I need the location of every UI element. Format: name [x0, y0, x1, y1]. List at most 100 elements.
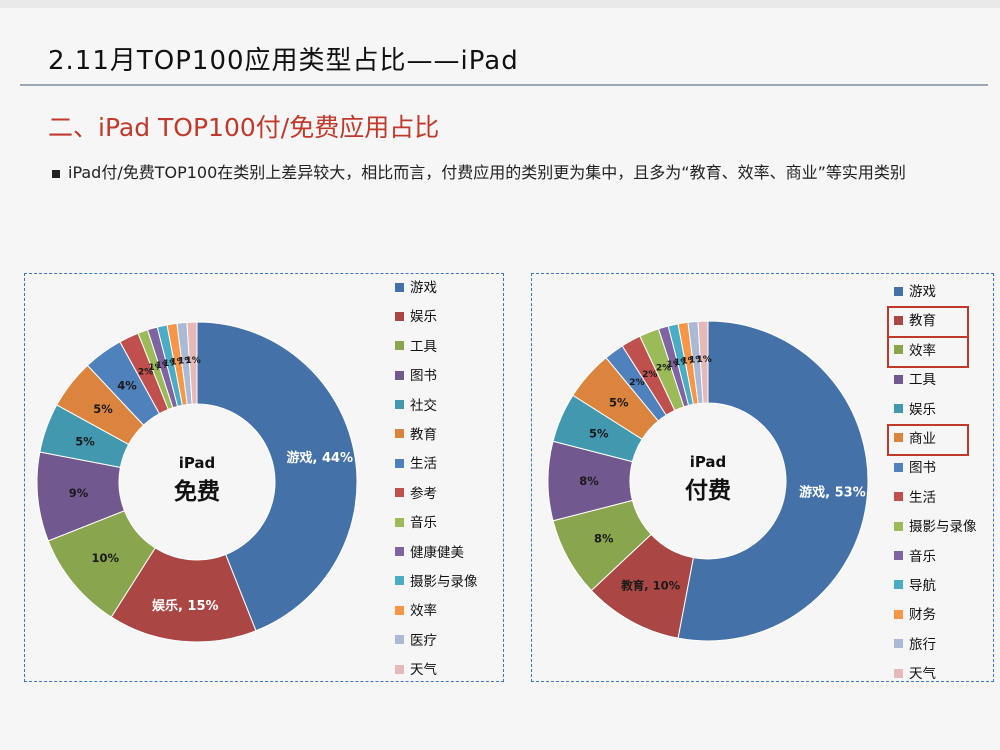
donut-slice-14 [697, 320, 709, 404]
data-label-5: 5% [75, 435, 95, 449]
legend-item: 工具 [894, 370, 977, 399]
center-label-type: 免费 [174, 479, 220, 505]
data-label-10: 1% [156, 361, 171, 371]
legend-swatch [395, 635, 404, 645]
legend-item: 图书 [894, 458, 977, 487]
legend-label: 娱乐 [410, 309, 437, 326]
data-label-13: 1% [178, 357, 193, 367]
data-label-1: 游戏, 53% [799, 484, 866, 500]
legend-label: 生活 [909, 489, 936, 506]
legend-swatch [894, 315, 903, 325]
legend-swatch [395, 458, 404, 468]
legend-item: 教育 [395, 425, 478, 454]
legend-item: 效率 [887, 335, 977, 370]
legend-item: 导航 [894, 576, 977, 605]
legend-item: 工具 [395, 337, 478, 366]
legend-swatch [894, 462, 903, 472]
legend-item: 参考 [395, 484, 478, 513]
legend-item: 天气 [395, 660, 478, 689]
legend-swatch [395, 517, 404, 527]
data-label-11: 1% [163, 359, 178, 369]
legend-item: 娱乐 [894, 400, 977, 429]
center-label-device: iPad [179, 454, 216, 472]
bullet-text: iPad付/免费TOP100在类别上差异较大，相比而言，付费应用的类别更为集中，… [68, 163, 906, 182]
data-label-2: 教育, 10% [620, 578, 680, 592]
legend-item: 音乐 [395, 513, 478, 542]
data-label-12: 1% [681, 356, 696, 366]
legend-paid: 游戏 教育 效率 工具 娱乐 商业 图书 生活 摄影与录像 音乐 导航 财务 旅行 天气 [887, 282, 977, 693]
legend-item: 生活 [395, 454, 478, 483]
legend-item: 教育 [887, 306, 977, 340]
legend-swatch [894, 551, 903, 561]
legend-swatch [395, 341, 404, 351]
legend-label: 商业 [909, 430, 936, 447]
section-title: 二、iPad TOP100付/免费应用占比 [48, 113, 440, 142]
legend-item: 财务 [894, 605, 977, 634]
center-label-device: iPad [690, 453, 727, 471]
legend-swatch [395, 664, 404, 674]
legend-label: 教育 [909, 313, 936, 330]
legend-label: 娱乐 [909, 401, 936, 418]
bullet-square-icon [52, 169, 60, 178]
legend-swatch [894, 492, 903, 502]
legend-swatch [395, 576, 404, 586]
data-label-12: 1% [170, 357, 185, 367]
legend-swatch [894, 609, 903, 619]
chart-panel-free: 游戏, 44% 娱乐, 15% 10% 9% 5% 5% 4% 2% 1% 1% 1% 1% 1% 1% i… [24, 273, 504, 682]
legend-swatch [395, 605, 404, 615]
data-label-11: 1% [674, 358, 689, 368]
legend-label: 工具 [909, 372, 936, 389]
legend-label: 效率 [410, 603, 437, 620]
data-label-7: 4% [117, 379, 137, 393]
legend-swatch [395, 429, 404, 439]
legend-item: 图书 [395, 366, 478, 395]
legend-item: 生活 [894, 488, 977, 517]
legend-swatch [894, 374, 903, 384]
legend-swatch [894, 433, 903, 443]
legend-item: 商业 [887, 423, 977, 458]
data-label-3: 8% [594, 531, 614, 545]
legend-item: 社交 [395, 396, 478, 425]
legend-item: 音乐 [894, 547, 977, 576]
legend-label: 图书 [909, 460, 936, 477]
legend-label: 音乐 [909, 548, 936, 565]
legend-label: 游戏 [909, 284, 936, 300]
legend-item: 游戏 [894, 282, 977, 311]
data-label-8: 2% [642, 370, 657, 380]
legend-swatch [395, 488, 404, 498]
legend-label: 图书 [410, 368, 437, 385]
legend-item: 医疗 [395, 631, 478, 660]
legend-label: 社交 [410, 397, 437, 414]
legend-swatch [395, 311, 404, 321]
donut-slice-1 [677, 320, 869, 642]
legend-swatch [395, 400, 404, 410]
legend-item: 效率 [395, 601, 478, 630]
data-label-13: 1% [689, 356, 704, 366]
title-divider [20, 84, 988, 86]
legend-label: 生活 [410, 456, 437, 473]
legend-swatch [894, 639, 903, 649]
chart-panel-paid: 游戏, 53% 教育, 10% 8% 8% 5% 5% 2% 2% 2% 1% 1% 1% 1% 1% iP… [531, 273, 994, 682]
legend-label: 游戏 [410, 280, 437, 296]
legend-label: 参考 [410, 485, 437, 502]
legend-swatch [395, 282, 404, 292]
legend-label: 天气 [410, 662, 437, 679]
data-label-1: 游戏, 44% [286, 450, 353, 466]
donut-chart-free: 游戏, 44%娱乐, 15%10%9%5%5%4%2%1%1%1%1%1%1%i… [36, 321, 358, 643]
data-label-9: 1% [148, 363, 163, 373]
data-label-4: 9% [69, 486, 89, 500]
legend-swatch [894, 345, 903, 355]
legend-label: 财务 [909, 607, 936, 624]
legend-item: 旅行 [894, 635, 977, 664]
legend-swatch [395, 547, 404, 557]
data-label-4: 8% [579, 474, 599, 488]
legend-free: 游戏 娱乐 工具 图书 社交 教育 生活 参考 音乐 健康健美 摄影与录像 效率 医疗 天气 [395, 278, 478, 689]
legend-swatch [894, 404, 903, 414]
legend-label: 旅行 [909, 636, 936, 653]
data-label-6: 5% [609, 395, 629, 409]
legend-label: 音乐 [410, 515, 437, 532]
center-label-type: 付费 [685, 478, 731, 504]
legend-item: 摄影与录像 [894, 517, 977, 546]
data-label-10: 1% [667, 360, 682, 370]
data-label-3: 10% [92, 551, 120, 565]
